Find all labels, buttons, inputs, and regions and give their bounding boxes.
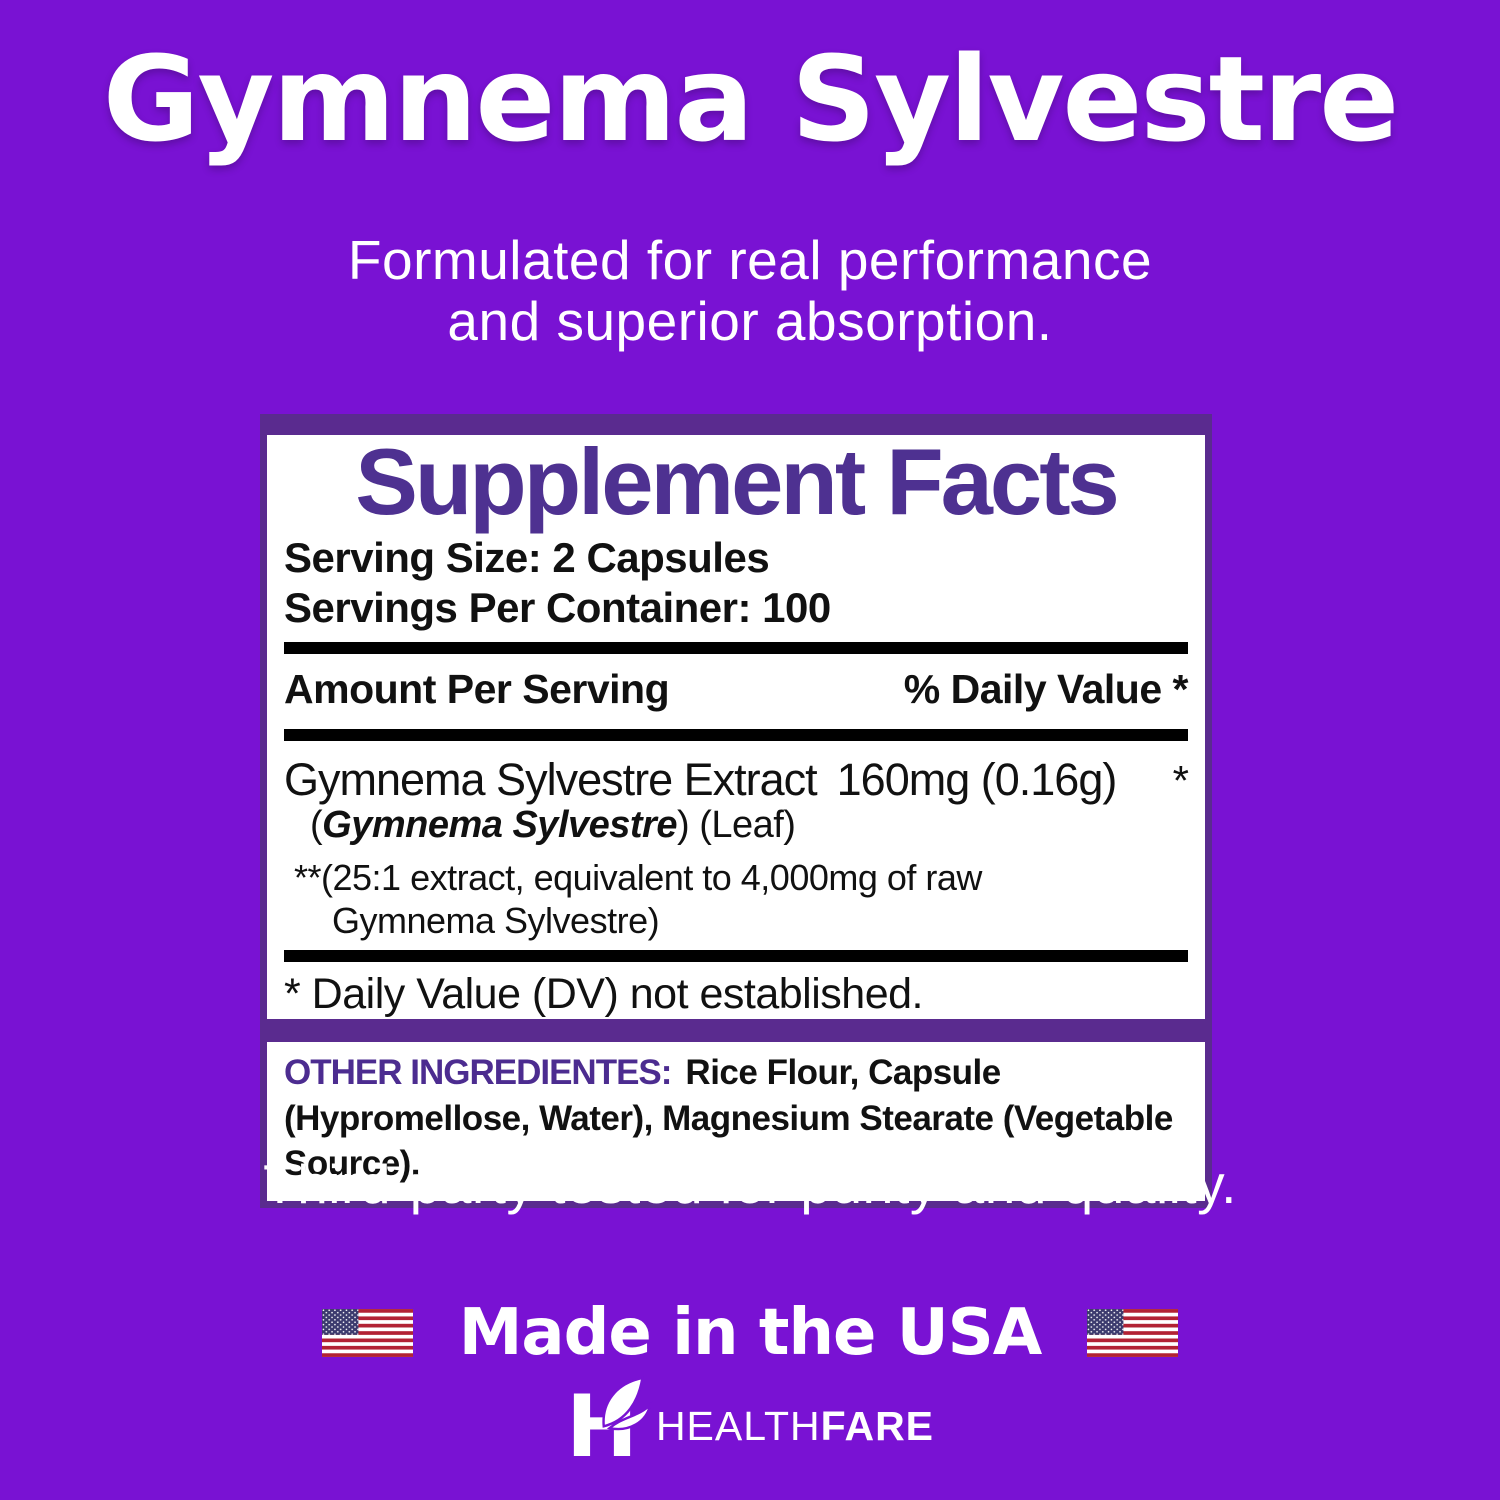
supplement-facts-main: Supplement Facts Serving Size: 2 Capsule… [267,429,1205,1020]
source-open-paren: ( [310,804,323,847]
column-header-row: Amount Per Serving % Daily Value * [284,662,1189,721]
brand-name-fare: FARE [820,1402,935,1449]
subtitle-line-2: and superior absorption. [447,289,1053,352]
other-ingredients-section: OTHER INGREDIENTES: Rice Flour, Capsule (… [267,1042,1205,1201]
source-species: Gymnema Sylvestre [322,804,677,847]
brand-name: HEALTHFARE [656,1403,934,1450]
ingredient-row: Gymnema Sylvestre Extract 160mg (0.16g) * [284,749,1189,805]
servings-per-container: Servings Per Container: 100 [284,584,831,632]
ingredient-name-amount: Gymnema Sylvestre Extract 160mg (0.16g) [284,753,1118,805]
made-in-usa-row: Made in the USA [0,1296,1500,1370]
leaf-icon [602,1376,653,1431]
made-in-usa-text: Made in the USA [458,1296,1043,1370]
other-ingredients-text: Rice Flour, Capsule (Hypromellose, Water… [284,1053,1173,1184]
equivalence-line-2: Gymnema Sylvestre) [332,900,660,942]
thick-rule [284,641,1188,654]
supplement-facts-heading: Supplement Facts [355,429,1120,534]
panel-divider [267,1031,1205,1043]
ingredient-amount: 160mg (0.16g) [836,753,1118,805]
daily-value-footnote: * Daily Value (DV) not established. [284,970,923,1019]
subtitle: Formulated for real performance and supe… [0,230,1500,351]
us-flag-icon [1087,1309,1179,1357]
serving-size: Serving Size: 2 Capsules [284,534,770,581]
thick-rule [284,950,1188,963]
us-flag-icon [321,1309,413,1357]
ingredient-name: Gymnema Sylvestre Extract [284,753,818,805]
subtitle-line-1: Formulated for real performance [347,229,1153,291]
page-title: Gymnema Sylvestre [102,30,1400,168]
other-ingredients-label: OTHER INGREDIENTES: [284,1053,672,1093]
brand-logo: H HEALTHFARE [0,1376,1500,1470]
daily-value-header: % Daily Value * [903,665,1189,712]
brand-name-health: HEALTH [655,1402,821,1449]
ingredient-source-line: (Gymnema Sylvestre) (Leaf) [284,804,1188,848]
source-rest: ) (Leaf) [676,804,796,847]
equivalence-line-1: **(25:1 extract, equivalent to 4,000mg o… [294,856,982,898]
supplement-facts-panel: Supplement Facts Serving Size: 2 Capsule… [260,414,1212,1208]
healthfare-logo-icon: H [566,1376,653,1470]
ingredient-daily-value: * [1172,756,1189,804]
third-party-tested-line: Third-party tested for purity and qualit… [263,1153,1237,1215]
amount-per-serving-header: Amount Per Serving [284,665,670,712]
thick-rule [284,728,1188,741]
